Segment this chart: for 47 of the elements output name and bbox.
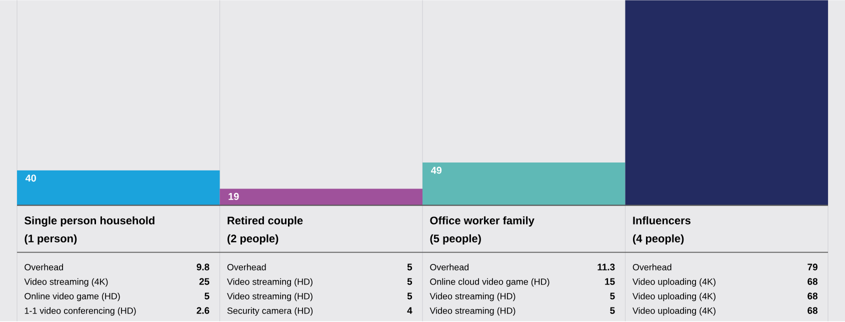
- x-tick-label: Office worker family: [430, 216, 534, 227]
- text: 4: [407, 307, 412, 314]
- text: (1 person): [24, 234, 77, 245]
- text: 68: [808, 292, 818, 300]
- text: 5: [407, 292, 412, 300]
- text: Online cloud video game (HD): [430, 278, 550, 287]
- text: 5: [204, 292, 210, 300]
- bar: [220, 188, 423, 206]
- text: (5 people): [430, 234, 481, 245]
- text: Video streaming (HD): [227, 292, 312, 302]
- text: Overhead: [24, 264, 64, 271]
- text: Video streaming (4K): [24, 278, 108, 287]
- x-tick-label: Retired couple: [228, 216, 303, 227]
- text: 68: [808, 278, 818, 286]
- text: 11.3: [598, 264, 615, 271]
- x-tick-label: Single person household: [24, 216, 154, 227]
- text: 1-1 video conferencing (HD): [24, 307, 136, 316]
- bar: [17, 170, 220, 206]
- text: (4 people): [633, 234, 684, 245]
- text: Video uploading (4K): [632, 292, 716, 302]
- text: 15: [605, 278, 615, 286]
- data-label: 19: [228, 193, 239, 200]
- text: 9.8: [196, 264, 210, 271]
- text: 5: [610, 307, 615, 314]
- text: Security camera (HD): [227, 307, 313, 316]
- text: (2 people): [228, 234, 278, 245]
- text: Overhead: [632, 264, 672, 271]
- text: 5: [610, 292, 615, 300]
- text: Video uploading (4K): [632, 278, 716, 287]
- text: 2.6: [196, 307, 210, 314]
- data-label: 49: [430, 166, 442, 174]
- bar: [422, 162, 626, 206]
- text: 25: [199, 278, 210, 286]
- text: Video uploading (4K): [632, 307, 716, 316]
- text: Video streaming (HD): [430, 307, 516, 316]
- text: Online video game (HD): [24, 292, 120, 302]
- text: Overhead: [430, 264, 468, 271]
- bar: [625, 0, 828, 206]
- data-label: 40: [25, 174, 36, 182]
- text: Overhead: [227, 264, 266, 271]
- text: Video streaming (HD): [430, 292, 516, 302]
- text: 68: [808, 307, 818, 314]
- text: 5: [407, 264, 412, 271]
- text: 79: [808, 264, 818, 271]
- x-tick-label: Influencers: [633, 216, 690, 225]
- text: Video streaming (HD): [227, 278, 312, 287]
- text: 5: [407, 278, 412, 286]
